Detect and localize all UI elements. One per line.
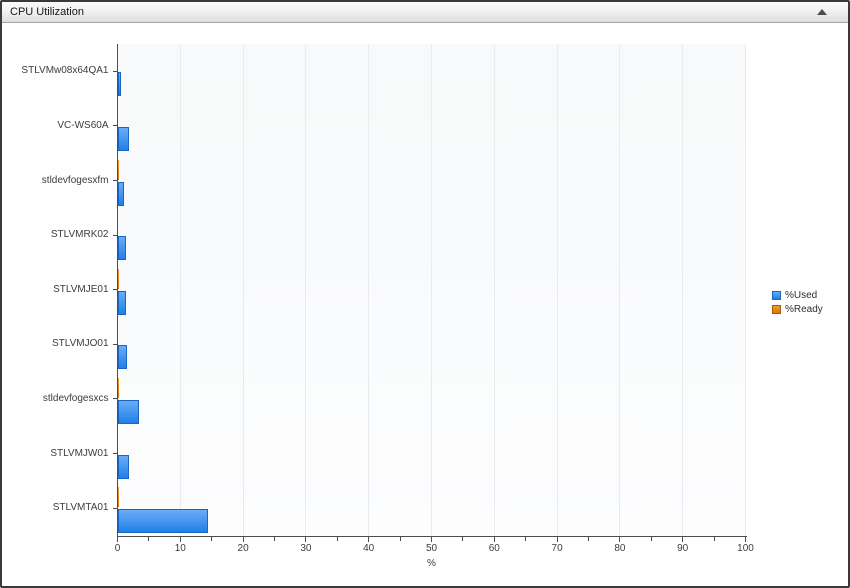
x-axis-tick — [211, 536, 213, 541]
gridline — [493, 44, 495, 536]
legend-item-ready: %Ready — [772, 304, 823, 315]
bar-ready — [117, 432, 119, 453]
gridline — [368, 44, 370, 536]
x-tick-label: 70 — [551, 543, 563, 554]
panel-header: CPU Utilization — [2, 2, 848, 23]
x-axis-tick — [368, 536, 370, 542]
x-axis-tick — [462, 536, 464, 541]
y-axis-tick — [112, 343, 117, 345]
x-tick-label: 30 — [300, 543, 312, 554]
gridline — [179, 44, 181, 536]
bar-used — [117, 290, 127, 315]
bar-ready — [117, 268, 120, 289]
bar-ready — [117, 377, 120, 398]
x-axis-tick — [399, 536, 401, 541]
y-axis-tick — [112, 180, 117, 182]
x-tick-label: 60 — [488, 543, 500, 554]
y-axis-tick — [112, 289, 117, 291]
gridline — [619, 44, 621, 536]
category-label: VC-WS60A — [57, 119, 109, 131]
x-axis-title: % — [427, 558, 436, 569]
y-axis-tick — [112, 234, 117, 236]
x-axis-tick — [619, 536, 621, 542]
bar-used — [117, 454, 130, 479]
bar-used — [117, 236, 126, 261]
x-tick-label: 80 — [614, 543, 626, 554]
legend-swatch-icon — [772, 305, 781, 314]
x-axis-tick — [274, 536, 275, 541]
gridline — [556, 44, 558, 536]
y-axis-tick — [112, 70, 117, 72]
bar-used — [117, 126, 130, 151]
category-label: STLVMw08x64QA1 — [21, 65, 109, 77]
category-label: STLVMJW01 — [50, 447, 109, 459]
y-axis-tick — [112, 453, 117, 455]
y-axis-tick — [112, 125, 117, 127]
category-label: stldevfogesxfm — [41, 174, 109, 186]
x-axis-tick — [713, 536, 715, 541]
y-axis — [116, 44, 118, 537]
bar-ready — [117, 159, 120, 180]
x-axis-tick — [336, 536, 338, 541]
chart-legend: %Used %Ready — [772, 290, 823, 315]
gridline — [305, 44, 307, 536]
legend-label: %Used — [785, 290, 818, 301]
y-axis-tick — [112, 507, 117, 509]
x-axis-tick — [179, 536, 181, 542]
bar-used — [117, 345, 127, 370]
category-label: STLVMRK02 — [50, 229, 109, 241]
x-axis-tick — [431, 536, 432, 542]
legend-swatch-icon — [772, 291, 781, 300]
x-axis-tick — [525, 536, 527, 541]
collapse-icon — [817, 9, 827, 15]
gridline — [745, 44, 746, 536]
x-axis-tick — [242, 536, 244, 542]
x-axis-tick — [305, 536, 307, 542]
gridline — [431, 44, 432, 536]
panel-body: 0 10 20 30 40 50 60 70 80 90 100% STLVMw08x64QA1 VC-… — [2, 23, 848, 586]
x-axis — [116, 535, 747, 537]
bar-used — [117, 181, 124, 206]
category-label: stldevfogesxcs — [42, 392, 109, 404]
bar-ready — [117, 214, 119, 235]
legend-item-used: %Used — [772, 290, 823, 301]
category-label: STLVMJO01 — [52, 338, 109, 350]
bar-ready — [117, 104, 119, 125]
legend-label: %Ready — [785, 304, 823, 315]
category-label: STLVMJE01 — [53, 283, 109, 295]
panel-title: CPU Utilization — [10, 6, 84, 18]
x-tick-label: 50 — [425, 543, 438, 554]
x-axis-tick — [556, 536, 558, 542]
bar-used — [117, 399, 140, 424]
y-axis-tick — [112, 398, 117, 400]
x-axis-tick — [650, 536, 652, 541]
collapse-button[interactable] — [814, 5, 830, 19]
x-tick-label: 40 — [363, 543, 375, 554]
gridline — [242, 44, 244, 536]
x-axis-tick — [117, 536, 118, 542]
bar-used — [117, 509, 208, 534]
x-tick-label: 0 — [114, 543, 121, 554]
x-tick-label: 20 — [237, 543, 249, 554]
gridline — [682, 44, 684, 536]
x-axis-tick — [148, 536, 150, 541]
x-tick-label: 100 — [737, 543, 754, 554]
x-tick-label: 90 — [677, 543, 689, 554]
x-axis-tick — [745, 536, 746, 542]
x-axis-tick — [588, 536, 589, 541]
x-tick-label: 10 — [174, 543, 186, 554]
x-axis-tick — [682, 536, 684, 542]
category-label: STLVMTA01 — [52, 502, 109, 514]
bar-ready — [117, 50, 119, 71]
bar-ready — [117, 487, 120, 508]
x-axis-tick — [493, 536, 495, 542]
bar-used — [117, 72, 122, 97]
bar-ready — [117, 323, 119, 344]
